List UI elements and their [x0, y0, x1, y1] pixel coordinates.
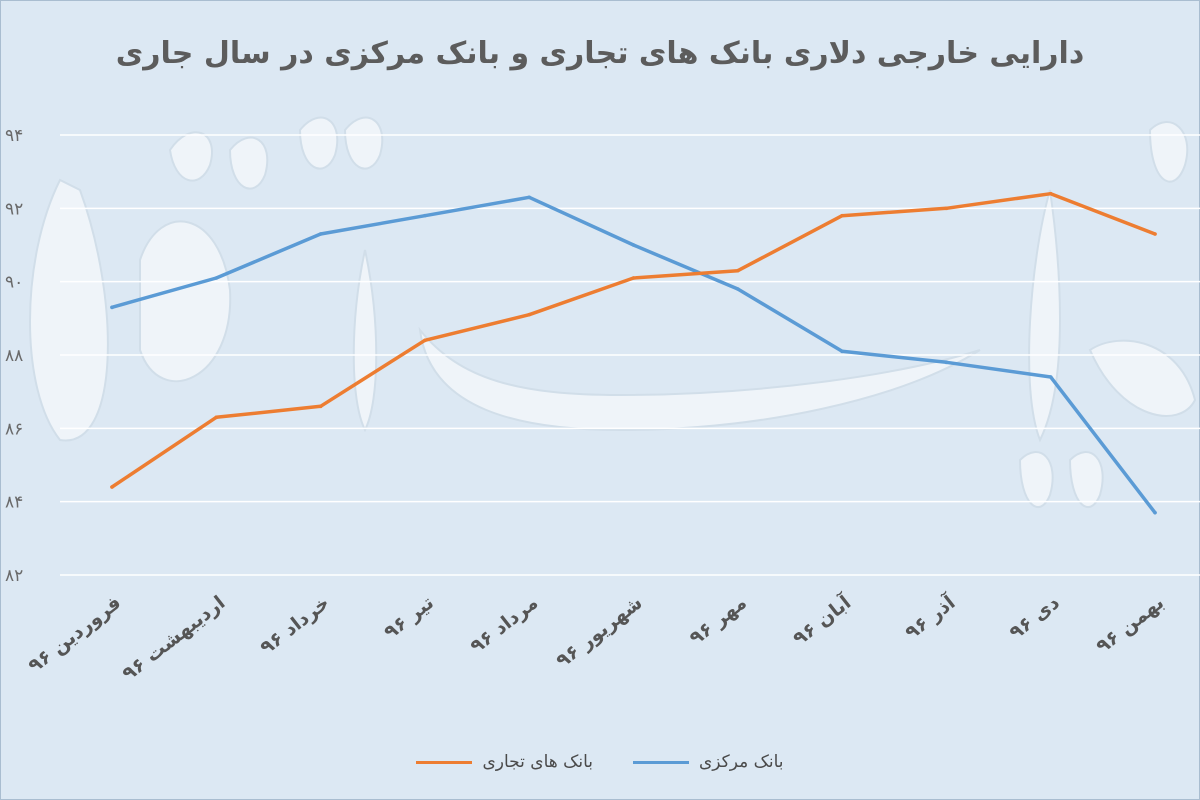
data-point-commercial-banks — [318, 404, 323, 409]
y-tick-label: ۸۶ — [5, 419, 23, 439]
y-tick-label: ۸۴ — [5, 493, 23, 513]
chart-title: دارایی خارجی دلاری بانک های تجاری و بانک… — [115, 36, 1085, 71]
x-tick-label: بهمن ۹۶ — [1092, 592, 1168, 658]
gridlines — [60, 134, 1200, 576]
data-point-commercial-banks — [1048, 191, 1053, 196]
x-tick-label: شهریور ۹۶ — [552, 592, 647, 673]
series-line-commercial-banks — [110, 191, 1157, 489]
data-point-central-bank — [527, 195, 531, 200]
watermark-logo — [29, 116, 1197, 508]
data-point-central-bank — [1153, 510, 1157, 515]
data-point-commercial-banks — [840, 213, 844, 218]
x-tick-label: تیر ۹۶ — [380, 592, 438, 644]
data-point-central-bank — [631, 243, 636, 247]
data-point-central-bank — [423, 213, 427, 218]
data-point-central-bank — [318, 232, 323, 236]
legend-item-commercial-banks: بانک های تجاری — [416, 752, 593, 772]
x-tick-label: آبان ۹۶ — [788, 590, 856, 650]
x-tick-label: دی ۹۶ — [1005, 591, 1064, 644]
x-tick-label: فروردین ۹۶ — [24, 592, 125, 678]
x-tick-label: مرداد ۹۶ — [466, 592, 542, 658]
y-tick-label: ۸۲ — [5, 566, 23, 586]
data-point-commercial-banks — [944, 206, 949, 211]
legend: بانک های تجاری بانک مرکزی — [0, 752, 1200, 772]
x-tick-label: مهر ۹۶ — [685, 592, 751, 650]
y-tick-label: ۹۰ — [5, 273, 23, 293]
data-point-central-bank — [214, 276, 219, 280]
legend-swatch-central-bank — [633, 760, 689, 764]
x-tick-label: اردیبهشت ۹۶ — [118, 592, 229, 686]
y-tick-label: ۹۴ — [5, 126, 23, 146]
x-tick-label: آذر ۹۶ — [900, 590, 960, 644]
y-tick-label: ۹۲ — [5, 199, 23, 219]
data-point-commercial-banks — [527, 312, 531, 317]
data-point-central-bank — [840, 349, 844, 354]
legend-label-commercial-banks: بانک های تجاری — [482, 752, 593, 772]
legend-item-central-bank: بانک مرکزی — [633, 752, 784, 772]
data-point-commercial-banks — [214, 415, 219, 420]
data-point-commercial-banks — [423, 338, 427, 343]
series-lines — [110, 191, 1157, 515]
legend-swatch-commercial-banks — [416, 760, 473, 764]
data-point-central-bank — [736, 287, 740, 291]
legend-label-central-bank: بانک مرکزی — [699, 752, 784, 772]
data-point-commercial-banks — [736, 268, 740, 273]
data-point-commercial-banks — [110, 485, 114, 489]
data-point-commercial-banks — [631, 276, 636, 280]
y-axis-ticks: ۹۴ ۹۲ ۹۰ ۸۸ ۸۶ ۸۴ ۸۲ — [5, 126, 23, 586]
y-tick-label: ۸۸ — [5, 346, 23, 366]
data-point-central-bank — [944, 360, 949, 365]
data-point-central-bank — [110, 305, 114, 310]
x-tick-label: خرداد ۹۶ — [256, 592, 334, 659]
data-point-commercial-banks — [1153, 232, 1157, 236]
data-point-central-bank — [1048, 375, 1053, 379]
